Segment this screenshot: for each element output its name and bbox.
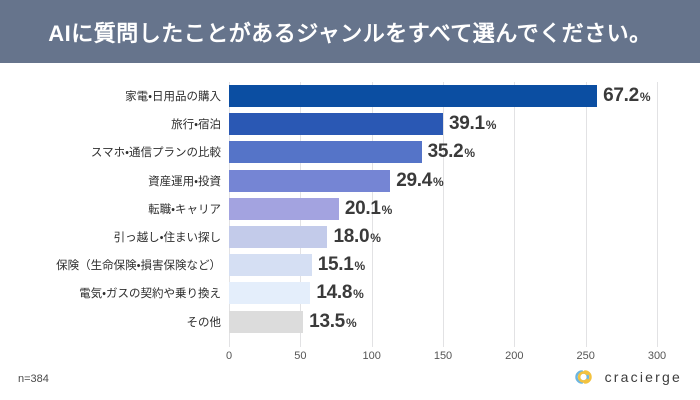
x-axis: 0 50 100 150 200 250 300: [225, 347, 666, 369]
brand-logo: cracierge: [570, 367, 682, 387]
bar-value-number: 20.1: [344, 197, 381, 219]
bar-value-number: 29.4: [396, 169, 432, 191]
header-band: AIに質問したことがあるジャンルをすべて選んでください。: [0, 0, 700, 63]
bar-value-unit: %: [353, 287, 364, 302]
category-label: 家電・日用品の購入: [125, 91, 221, 104]
bar-track: 18.0%: [229, 225, 657, 248]
bar-value-unit: %: [464, 146, 476, 161]
chart-row: 資産運用・投資 29.4%: [0, 167, 700, 195]
bar-value-number: 39.1: [449, 113, 485, 135]
category-label: その他: [186, 316, 222, 329]
bar-value-unit: %: [381, 202, 393, 217]
bar[interactable]: [229, 225, 328, 248]
bar[interactable]: [229, 310, 304, 333]
bar[interactable]: [229, 197, 339, 220]
bar-value-number: 67.2: [603, 85, 639, 106]
bar-value-number: 18.0: [333, 225, 370, 247]
chart-row: 家電・日用品の購入 67.2%: [0, 82, 700, 110]
bar-value-unit: %: [432, 174, 444, 189]
x-tick-label: 100: [362, 350, 381, 362]
bar-value-number: 35.2: [427, 141, 464, 163]
bar-chart: 家電・日用品の購入 67.2% 旅行・宿泊 39.1% スマホ・通信プランの比較 35.2…: [0, 63, 700, 362]
chart-footer: n=384 cracierge: [0, 353, 700, 400]
bar-value-label: 13.5%: [309, 310, 357, 333]
chart-row: 転職・キャリア 20.1%: [0, 195, 700, 223]
category-label: 転職・キャリア: [148, 203, 221, 216]
category-label: 資産運用・投資: [148, 175, 221, 188]
bar-value-unit: %: [370, 230, 381, 245]
x-tick-label: 200: [505, 350, 524, 362]
x-tick-label: 300: [647, 350, 667, 362]
bar[interactable]: [229, 85, 598, 107]
bar[interactable]: [229, 254, 312, 277]
bar[interactable]: [229, 169, 391, 192]
chart-row: 引っ越し・住まい探し 18.0%: [0, 223, 700, 251]
bar-value-number: 15.1: [317, 254, 354, 276]
bar-value-unit: %: [345, 315, 357, 330]
chart-row: 電気・ガスの契約や乗り換え 14.8%: [0, 279, 700, 307]
page-title: AIに質問したことがあるジャンルをすべて選んでください。: [48, 20, 652, 46]
category-label: 旅行・宿泊: [171, 119, 221, 132]
bar-track: 39.1%: [229, 113, 657, 136]
bar-value-number: 14.8: [316, 282, 353, 304]
bar-track: 29.4%: [229, 169, 657, 192]
bar-value-label: 14.8%: [316, 283, 363, 304]
bar-value-label: 67.2%: [603, 86, 650, 107]
x-tick-label: 0: [225, 350, 233, 362]
category-label: 電気・ガスの契約や乗り換え: [79, 288, 221, 301]
chart-row: その他 13.5%: [0, 308, 700, 336]
bar-value-label: 15.1%: [318, 255, 365, 276]
chart-row: スマホ・通信プランの比較 35.2%: [0, 138, 700, 166]
bar-value-unit: %: [354, 259, 366, 274]
category-label: 引っ越し・住まい探し: [113, 232, 221, 245]
bar-value-label: 18.0%: [333, 225, 381, 248]
bar-value-label: 20.1%: [344, 197, 393, 220]
bar-value-number: 13.5: [309, 310, 345, 332]
brand-name: cracierge: [604, 369, 682, 385]
chart-row: 保険（生命保険・損害保険など） 15.1%: [0, 251, 700, 279]
bar-track: 20.1%: [229, 197, 657, 220]
sample-size-label: n=384: [18, 373, 49, 385]
bar-track: 35.2%: [229, 141, 657, 164]
bar[interactable]: [229, 282, 311, 305]
category-label: 保険（生命保険・損害保険など）: [56, 260, 221, 273]
bar[interactable]: [229, 113, 443, 136]
cracierge-logo-mark: [574, 370, 592, 384]
bar-track: 67.2%: [229, 85, 657, 107]
bar-value-label: 29.4%: [396, 169, 444, 192]
category-label: スマホ・通信プランの比較: [90, 147, 221, 160]
x-tick-label: 150: [433, 350, 453, 362]
bar-track: 15.1%: [229, 254, 657, 277]
bar-value-label: 39.1%: [449, 114, 496, 135]
x-tick-label: 250: [576, 350, 595, 362]
x-tick-label: 50: [294, 350, 307, 362]
bar-value-unit: %: [485, 118, 497, 133]
chart-rows: 家電・日用品の購入 67.2% 旅行・宿泊 39.1% スマホ・通信プランの比較 35.2…: [0, 82, 700, 336]
bar-value-label: 35.2%: [428, 142, 475, 163]
bar[interactable]: [229, 141, 422, 164]
bar-track: 13.5%: [229, 310, 657, 333]
bar-value-unit: %: [639, 90, 651, 104]
chart-row: 旅行・宿泊 39.1%: [0, 110, 700, 138]
bar-track: 14.8%: [229, 282, 657, 305]
